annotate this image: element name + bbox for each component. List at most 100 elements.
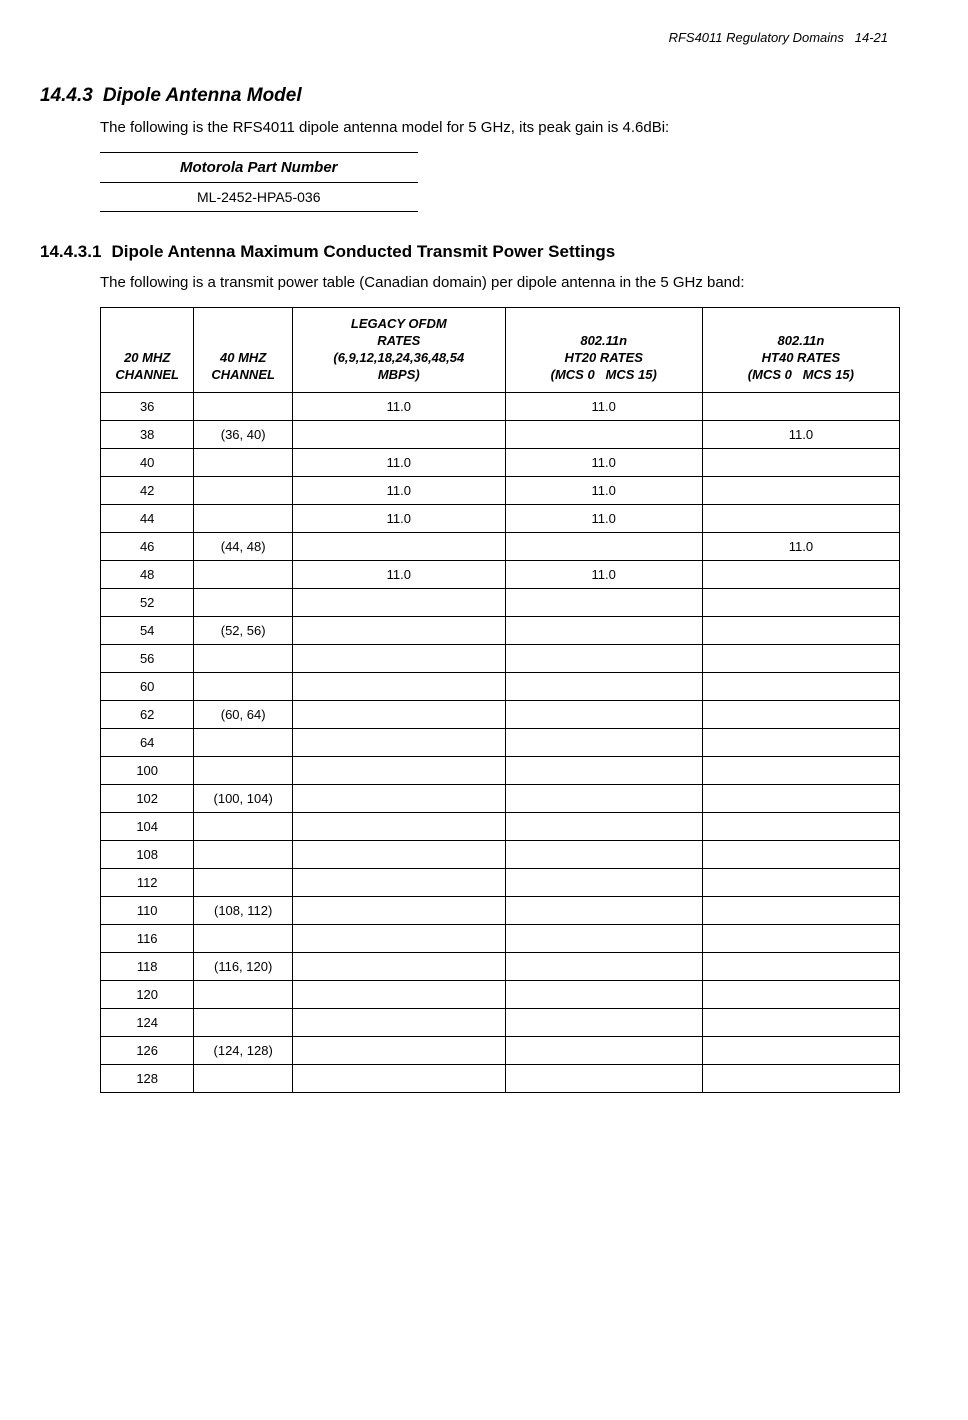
- table-cell: 11.0: [505, 448, 702, 476]
- table-cell: [292, 1036, 505, 1064]
- table-cell: [702, 392, 899, 420]
- table-cell: [702, 980, 899, 1008]
- table-cell: [505, 784, 702, 812]
- table-cell: 44: [101, 504, 194, 532]
- header-title: RFS4011 Regulatory Domains: [669, 30, 844, 45]
- table-cell: [292, 588, 505, 616]
- table-cell: [702, 1036, 899, 1064]
- table-cell: [702, 644, 899, 672]
- table-cell: (36, 40): [194, 420, 293, 448]
- table-cell: 48: [101, 560, 194, 588]
- table-cell: [292, 728, 505, 756]
- table-cell: 116: [101, 924, 194, 952]
- header-page: 14-21: [855, 30, 888, 45]
- table-cell: [702, 700, 899, 728]
- table-row: 110(108, 112): [101, 896, 900, 924]
- table-cell: 11.0: [292, 392, 505, 420]
- table-cell: [292, 700, 505, 728]
- table-cell: [505, 840, 702, 868]
- table-cell: [292, 840, 505, 868]
- table-cell: [505, 728, 702, 756]
- table-row: 120: [101, 980, 900, 1008]
- table-cell: [194, 756, 293, 784]
- table-cell: [505, 952, 702, 980]
- table-cell: [702, 476, 899, 504]
- col-header-20mhz: 20 MHZCHANNEL: [101, 308, 194, 393]
- table-cell: [702, 728, 899, 756]
- table-cell: (100, 104): [194, 784, 293, 812]
- section-number: 14.4.3: [40, 85, 93, 106]
- table-cell: 11.0: [292, 448, 505, 476]
- table-cell: 11.0: [702, 532, 899, 560]
- table-cell: 36: [101, 392, 194, 420]
- table-cell: 112: [101, 868, 194, 896]
- table-cell: [702, 1064, 899, 1092]
- part-number-table: Motorola Part Number ML-2452-HPA5-036: [100, 152, 418, 212]
- subsection-heading: 14.4.3.1Dipole Antenna Maximum Conducted…: [40, 242, 888, 262]
- table-cell: [194, 644, 293, 672]
- table-cell: [505, 616, 702, 644]
- table-cell: [292, 1008, 505, 1036]
- table-cell: [194, 504, 293, 532]
- table-cell: [194, 924, 293, 952]
- table-cell: 62: [101, 700, 194, 728]
- table-cell: [194, 672, 293, 700]
- col-header-legacy: LEGACY OFDMRATES(6,9,12,18,24,36,48,54MB…: [292, 308, 505, 393]
- table-cell: (124, 128): [194, 1036, 293, 1064]
- page-header: RFS4011 Regulatory Domains 14-21: [40, 30, 888, 45]
- table-cell: [292, 532, 505, 560]
- table-cell: [702, 588, 899, 616]
- table-row: 128: [101, 1064, 900, 1092]
- col-header-ht20: 802.11nHT20 RATES(MCS 0 MCS 15): [505, 308, 702, 393]
- table-row: 124: [101, 1008, 900, 1036]
- table-cell: [194, 588, 293, 616]
- table-cell: 11.0: [292, 476, 505, 504]
- table-cell: [505, 588, 702, 616]
- table-cell: 124: [101, 1008, 194, 1036]
- table-cell: 128: [101, 1064, 194, 1092]
- table-cell: 104: [101, 812, 194, 840]
- table-row: 56: [101, 644, 900, 672]
- table-cell: 11.0: [292, 560, 505, 588]
- table-cell: 110: [101, 896, 194, 924]
- table-cell: (108, 112): [194, 896, 293, 924]
- table-row: 52: [101, 588, 900, 616]
- table-cell: [194, 840, 293, 868]
- table-cell: [194, 980, 293, 1008]
- table-cell: [292, 980, 505, 1008]
- table-row: 46(44, 48)11.0: [101, 532, 900, 560]
- table-cell: [194, 448, 293, 476]
- table-row: 4011.011.0: [101, 448, 900, 476]
- table-cell: [194, 476, 293, 504]
- table-cell: 46: [101, 532, 194, 560]
- table-cell: 11.0: [702, 420, 899, 448]
- section-title: Dipole Antenna Model: [103, 85, 302, 106]
- table-cell: [702, 868, 899, 896]
- table-cell: [505, 1036, 702, 1064]
- table-cell: [505, 672, 702, 700]
- table-cell: [505, 756, 702, 784]
- table-cell: [702, 756, 899, 784]
- table-row: 126(124, 128): [101, 1036, 900, 1064]
- table-row: 104: [101, 812, 900, 840]
- table-cell: [194, 392, 293, 420]
- table-cell: [194, 868, 293, 896]
- table-cell: [292, 644, 505, 672]
- table-cell: [702, 896, 899, 924]
- table-cell: [292, 952, 505, 980]
- subsection-text: The following is a transmit power table …: [100, 274, 888, 291]
- table-cell: [702, 448, 899, 476]
- table-header-row: 20 MHZCHANNEL 40 MHZCHANNEL LEGACY OFDMR…: [101, 308, 900, 393]
- col-header-ht40: 802.11nHT40 RATES(MCS 0 MCS 15): [702, 308, 899, 393]
- table-row: 118(116, 120): [101, 952, 900, 980]
- table-cell: [702, 812, 899, 840]
- table-cell: [505, 1008, 702, 1036]
- table-cell: 100: [101, 756, 194, 784]
- table-cell: [292, 616, 505, 644]
- subsection-number: 14.4.3.1: [40, 242, 101, 261]
- table-cell: [505, 1064, 702, 1092]
- table-cell: 102: [101, 784, 194, 812]
- table-cell: [505, 896, 702, 924]
- table-row: 102(100, 104): [101, 784, 900, 812]
- table-cell: [292, 784, 505, 812]
